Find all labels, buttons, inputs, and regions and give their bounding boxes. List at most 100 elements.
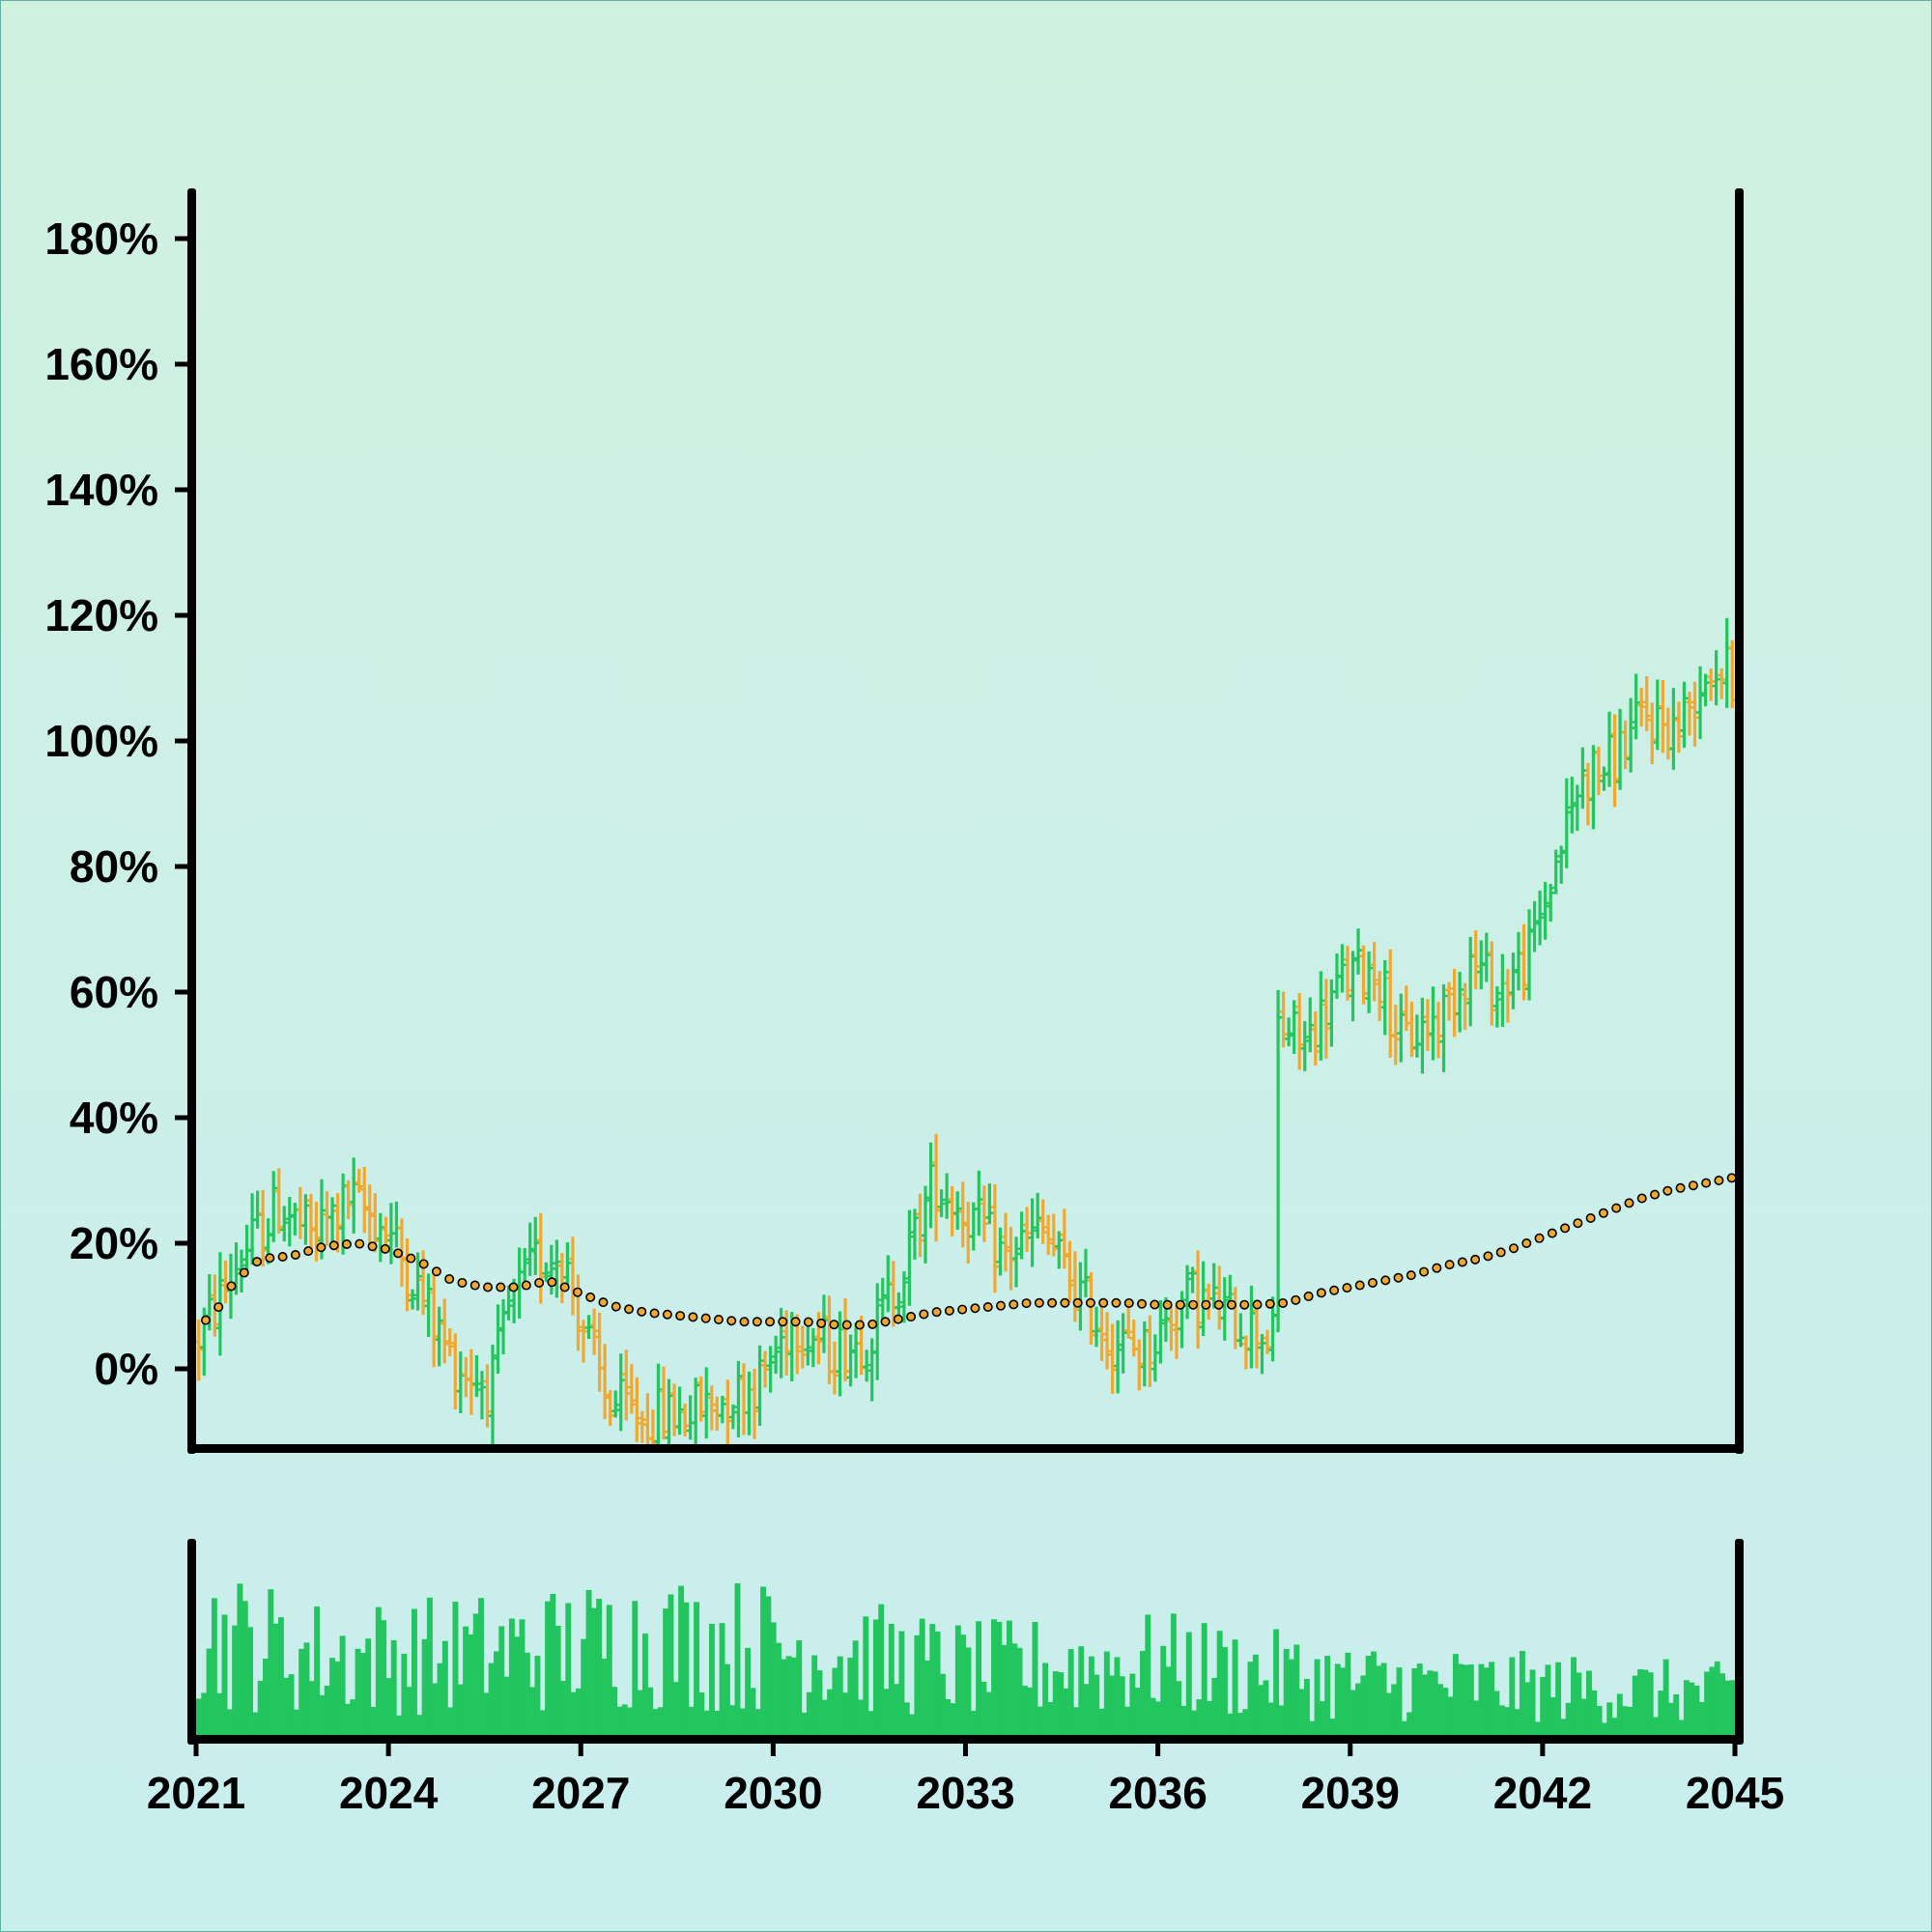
ohlc-bar [675, 1386, 684, 1435]
moving-average-point [1444, 1260, 1455, 1270]
volume-bar [776, 1642, 781, 1735]
ohlc-bar [580, 1320, 588, 1363]
ohlc-bar [563, 1242, 572, 1287]
volume-bar [1478, 1663, 1485, 1735]
volume-bar [390, 1639, 397, 1735]
y-tick-label: 160% [44, 339, 158, 389]
volume-bar [1576, 1672, 1582, 1735]
moving-average-point [1316, 1288, 1326, 1298]
volume-bar [1714, 1661, 1720, 1735]
volume-bar [811, 1655, 818, 1735]
ohlc-bar [350, 1157, 358, 1234]
volume-bar [863, 1616, 869, 1735]
ohlc-bar [1557, 845, 1566, 884]
volume-bar [359, 1653, 366, 1735]
moving-average-point [1585, 1213, 1596, 1224]
volume-bar [1293, 1644, 1300, 1735]
moving-average-point [444, 1274, 455, 1285]
ohlc-bar [1119, 1313, 1127, 1374]
volume-bar [575, 1688, 582, 1735]
ohlc-bar [328, 1197, 337, 1247]
volume-bar [1207, 1701, 1212, 1735]
moving-average-point [790, 1317, 801, 1327]
volume-bar [1329, 1719, 1336, 1735]
ohlc-bar [616, 1353, 625, 1432]
volume-bar [1309, 1720, 1316, 1735]
moving-average-point [1393, 1272, 1404, 1283]
ohlc-bar [1151, 1334, 1159, 1382]
volume-bar [790, 1657, 797, 1735]
ohlc-bar [1520, 923, 1528, 1001]
ohlc-bar [627, 1364, 636, 1414]
volume-bar [1524, 1682, 1531, 1735]
ohlc-bar [280, 1206, 289, 1242]
moving-average-point [1650, 1189, 1661, 1200]
x-tick-label: 2024 [339, 1768, 439, 1818]
volume-bar [263, 1659, 269, 1735]
ohlc-bar [1044, 1214, 1053, 1256]
moving-average-point [1060, 1297, 1070, 1308]
ohlc-bar [392, 1201, 401, 1248]
moving-average-point [1521, 1238, 1532, 1249]
ohlc-bar [1541, 882, 1549, 940]
moving-average-point [572, 1287, 582, 1297]
volume-bar [616, 1706, 623, 1735]
x-tick-label: 2033 [916, 1768, 1014, 1818]
volume-bar [324, 1685, 330, 1735]
volume-bar [765, 1596, 772, 1735]
moving-average-point [1252, 1299, 1263, 1310]
ohlc-bar [1076, 1262, 1085, 1331]
volume-bar [1247, 1662, 1254, 1735]
volume-bar [468, 1634, 474, 1735]
volume-bar [1406, 1712, 1413, 1735]
ohlc-bar [1007, 1227, 1015, 1291]
ohlc-bar [702, 1367, 711, 1439]
volume-bar [1063, 1688, 1069, 1735]
moving-average-point [1675, 1182, 1686, 1193]
ohlc-bar [1140, 1321, 1149, 1387]
volume-bar [980, 1681, 987, 1735]
volume-bar [1263, 1680, 1269, 1735]
volume-bar [781, 1659, 787, 1735]
ohlc-bar [1492, 985, 1501, 1028]
moving-average-point [418, 1259, 429, 1269]
volume-bar [1006, 1620, 1012, 1735]
y-tick-label: 40% [70, 1093, 158, 1143]
moving-average-point [521, 1280, 531, 1291]
moving-average-point [688, 1312, 698, 1322]
volume-bar [1355, 1683, 1361, 1735]
volume-bar [1058, 1672, 1064, 1735]
ohlc-bar [1632, 673, 1640, 740]
volume-bar [1067, 1649, 1074, 1735]
y-tick-label: 140% [44, 465, 158, 515]
ohlc-bar [472, 1354, 481, 1398]
moving-average-point [380, 1243, 390, 1254]
volume-bar [1606, 1702, 1613, 1735]
ohlc-bar [1188, 1266, 1197, 1293]
volume-bar [1693, 1685, 1700, 1735]
volume-bar [1360, 1675, 1367, 1735]
ohlc-bar [1215, 1265, 1224, 1330]
volume-bar [852, 1640, 859, 1735]
moving-average-point [1624, 1198, 1634, 1208]
volume-bar [698, 1691, 705, 1735]
volume-bar [678, 1585, 685, 1735]
ohlc-bar [409, 1289, 417, 1310]
volume-bar [1340, 1667, 1347, 1735]
volume-bar [729, 1705, 736, 1735]
ohlc-bar [323, 1191, 331, 1246]
ohlc-bar [456, 1351, 465, 1414]
ohlc-bar [1488, 941, 1496, 1026]
volume-bar [1227, 1713, 1234, 1735]
ohlc-bar [1412, 1014, 1421, 1058]
ohlc-bar [1621, 720, 1630, 770]
moving-average-point [1573, 1218, 1583, 1229]
volume-bar [996, 1621, 1003, 1735]
volume-bar [1134, 1688, 1141, 1735]
moving-average-point [649, 1308, 660, 1319]
volume-bar [1021, 1686, 1028, 1735]
moving-average-point [893, 1314, 903, 1324]
ohlc-bar [1547, 883, 1555, 923]
volume-bar [1632, 1675, 1638, 1735]
